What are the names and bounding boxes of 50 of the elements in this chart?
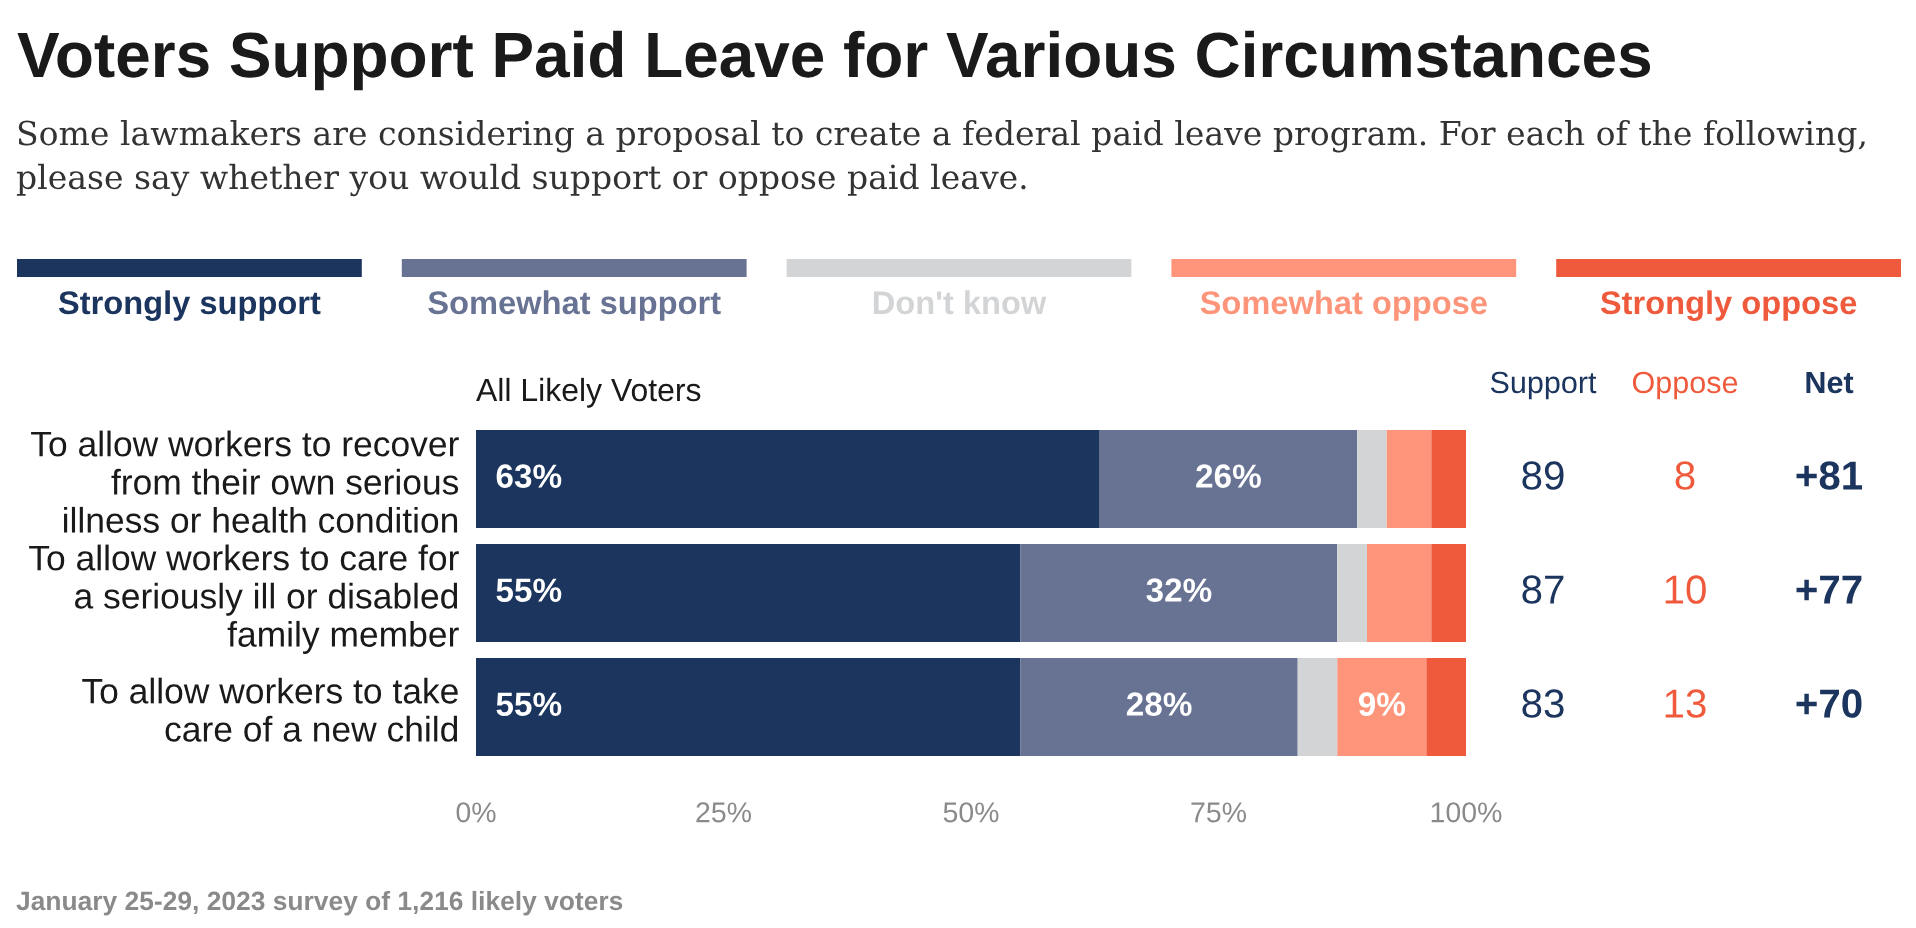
x-tick-label: 25% <box>696 802 751 823</box>
y-tick-label: To allow workers to take care of a new child <box>82 677 458 742</box>
bar <box>1426 657 1466 757</box>
bar <box>1431 429 1466 529</box>
text: Net <box>1806 371 1854 394</box>
text: 87 <box>1522 575 1564 604</box>
text: Strongly oppose <box>1600 290 1857 321</box>
data-label: 55% <box>496 692 562 716</box>
bar <box>476 429 1100 529</box>
text: Somewhat support <box>428 290 721 321</box>
text: +77 <box>1796 575 1862 604</box>
data-label: 9% <box>1358 692 1406 716</box>
bar <box>476 543 1021 643</box>
text: 83 <box>1522 689 1564 718</box>
x-tick-label: 50% <box>943 802 999 823</box>
x-tick-label: 75% <box>1191 802 1246 823</box>
chart-subtitle: Some lawmakers are considering a proposal to create a federal paid leave program. For each of the following, please say whether you would support or oppose paid leave. <box>16 120 1865 197</box>
data-label: 26% <box>1196 464 1261 488</box>
text: +70 <box>1796 689 1862 718</box>
text: January 25-29, 2023 survey of 1,216 likely voters <box>16 890 623 916</box>
data-label: 55% <box>496 578 562 602</box>
chart-title: Voters Support Paid Leave for Various Circumstances <box>17 30 1651 91</box>
bar <box>1099 429 1358 529</box>
bar <box>1337 657 1427 757</box>
bar <box>1297 657 1338 757</box>
text: Support <box>1490 371 1597 400</box>
bar <box>476 657 1021 757</box>
text: Strongly support <box>58 290 321 321</box>
data-label: 32% <box>1146 578 1212 602</box>
bar <box>1337 543 1367 643</box>
bar <box>1386 429 1432 529</box>
bar <box>1020 543 1338 643</box>
bar <box>1367 543 1432 643</box>
text: +81 <box>1796 461 1863 490</box>
text: Oppose <box>1632 371 1738 400</box>
text: 89 <box>1522 461 1564 490</box>
x-tick-label: 0% <box>456 802 496 823</box>
data-label: 28% <box>1126 692 1192 716</box>
text: 13 <box>1665 689 1706 718</box>
x-tick-label: 100% <box>1431 802 1502 823</box>
text: All Likely Voters <box>476 377 701 408</box>
text: 8 <box>1675 461 1695 490</box>
y-tick-label: To allow workers to recover from their own serious illness or health condition <box>31 430 459 533</box>
bar <box>1020 657 1298 757</box>
bar <box>1357 429 1387 529</box>
y-tick-label: To allow workers to care for a seriously ill or disabled family member <box>29 544 459 654</box>
bar <box>1431 543 1466 643</box>
text: Somewhat oppose <box>1200 290 1487 321</box>
text: 10 <box>1665 575 1706 604</box>
data-label: 63% <box>496 464 562 488</box>
